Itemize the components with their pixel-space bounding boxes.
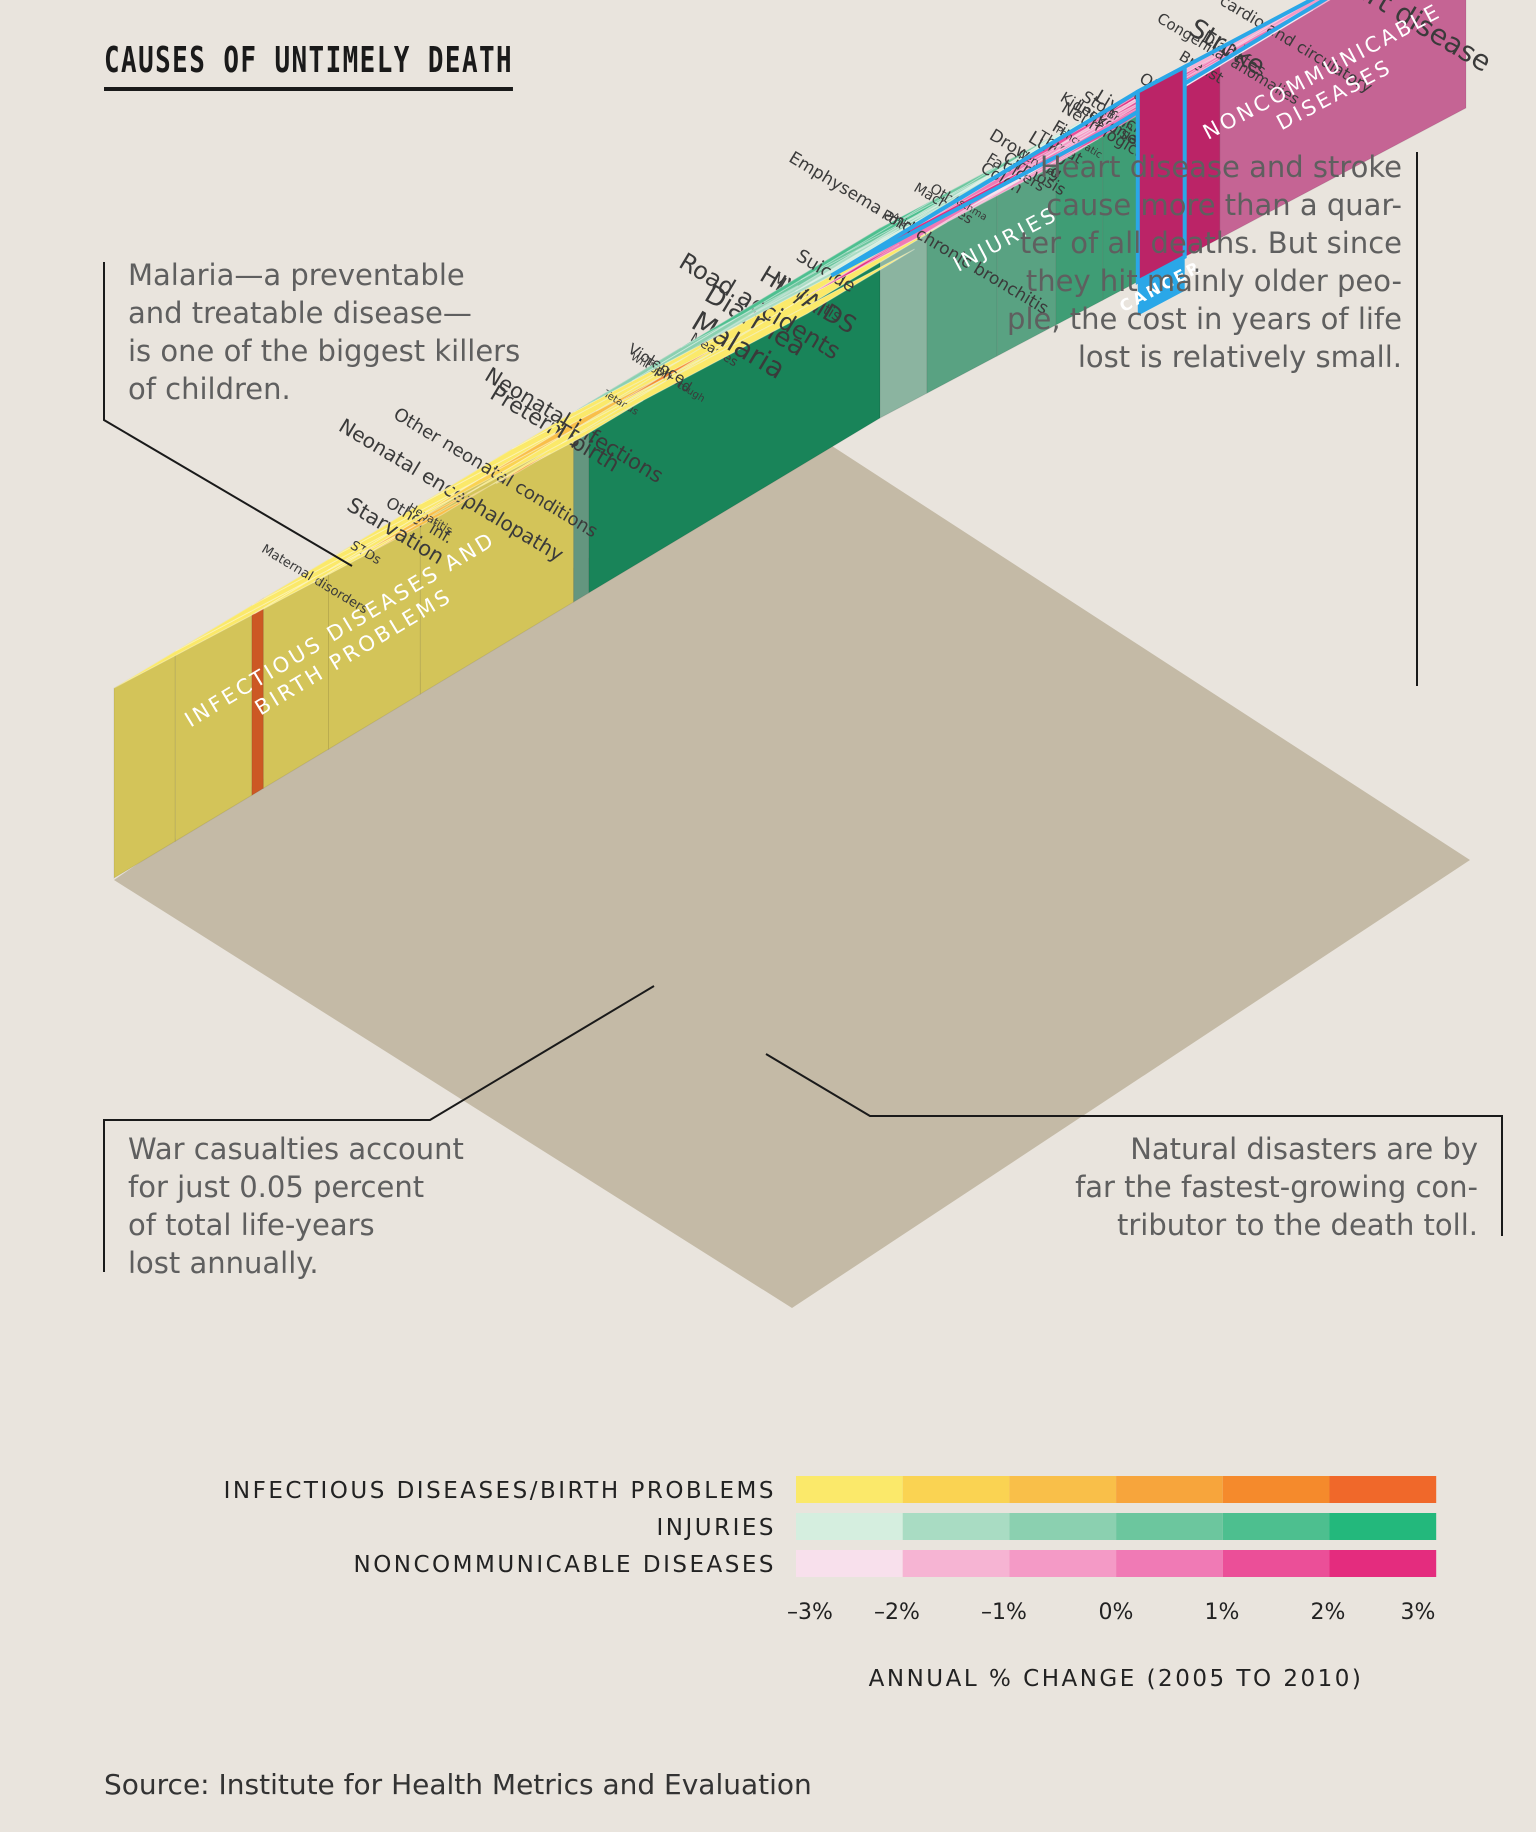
heart-annotation-line: ter of all deaths. But since xyxy=(1019,226,1402,260)
treemap-cell xyxy=(631,285,799,382)
treemap-cell xyxy=(495,452,551,485)
natural-annotation: Natural disasters are by far the fastest… xyxy=(1075,1130,1478,1244)
legend-label-noncommunicable: NONCOMMUNICABLE DISEASES xyxy=(353,1552,776,1578)
heart-annotation: Heart disease and stroke cause more than… xyxy=(1007,148,1402,376)
legend-swatch xyxy=(796,1513,903,1540)
malaria-annotation: Malaria—a preventable and treatable dise… xyxy=(128,256,520,408)
legend-label-infectious: INFECTIOUS DISEASES/BIRTH PROBLEMS xyxy=(223,1478,776,1504)
legend-tick: 2% xyxy=(1310,1600,1346,1625)
legend-tick: –2% xyxy=(874,1600,920,1625)
legend-swatch xyxy=(1116,1550,1223,1577)
cancer-tab xyxy=(1137,256,1185,316)
heart-annotation-line: they hit mainly older peo- xyxy=(1025,264,1402,298)
legend-swatch xyxy=(902,1550,1010,1577)
treemap-cell xyxy=(668,221,948,380)
war-annotation-line: lost annually. xyxy=(128,1246,319,1280)
legend-swatch xyxy=(1329,1550,1437,1577)
war-annotation-line: of total life-years xyxy=(128,1208,375,1242)
legend-swatch xyxy=(1329,1513,1437,1540)
legend-swatch xyxy=(1222,1550,1330,1577)
heart-annotation-line: lost is relatively small. xyxy=(1077,340,1402,374)
right-side-segment xyxy=(1219,0,1467,240)
malaria-annotation-line: of children. xyxy=(128,372,291,406)
legend-swatch xyxy=(1329,1476,1437,1503)
legend-tick: –3% xyxy=(787,1600,833,1625)
legend-tick: 0% xyxy=(1098,1600,1134,1625)
legend-swatch xyxy=(1116,1513,1223,1540)
malaria-annotation-line: is one of the biggest killers xyxy=(128,334,521,368)
front-side-segment xyxy=(113,650,176,879)
legend-swatch xyxy=(796,1550,903,1577)
treemap-cell xyxy=(817,243,900,291)
legend-swatch xyxy=(1009,1550,1117,1577)
heart-annotation-line: Heart disease and stroke xyxy=(1039,150,1402,184)
legend-axis-label: ANNUAL % CHANGE (2005 TO 2010) xyxy=(868,1666,1364,1692)
cancer-outline xyxy=(830,0,1328,278)
legend-swatch xyxy=(902,1513,1010,1540)
war-annotation-line: War casualties account xyxy=(128,1132,464,1166)
legend-swatch xyxy=(1009,1513,1117,1540)
legend-tick: 1% xyxy=(1204,1600,1240,1625)
legend-swatch xyxy=(1116,1476,1223,1503)
malaria-leader xyxy=(103,262,353,567)
war-leader xyxy=(103,985,655,1272)
legend-swatch xyxy=(1222,1513,1330,1540)
floor-shadow xyxy=(114,420,1470,1308)
legend-swatch xyxy=(902,1476,1010,1503)
chart-title: CAUSES OF UNTIMELY DEATH xyxy=(104,40,514,91)
malaria-annotation-line: Malaria—a preventable xyxy=(128,258,465,292)
treemap-cell xyxy=(560,248,915,445)
legend-swatch xyxy=(1222,1476,1330,1503)
natural-annotation-line: Natural disasters are by xyxy=(1130,1132,1478,1166)
malaria-annotation-line: and treatable disease— xyxy=(128,296,472,330)
heart-annotation-line: cause more than a quar- xyxy=(1046,188,1402,222)
war-annotation: War casualties account for just 0.05 per… xyxy=(128,1130,464,1282)
legend-label-injuries: INJURIES xyxy=(656,1515,776,1541)
legend-swatch xyxy=(796,1476,903,1503)
source-note: Source: Institute for Health Metrics and… xyxy=(104,1768,812,1801)
heart-annotation-line: ple, the cost in years of life xyxy=(1007,302,1402,336)
natural-annotation-line: tributor to the death toll. xyxy=(1117,1208,1478,1242)
legend-tick: 3% xyxy=(1400,1600,1436,1625)
treemap-cell xyxy=(487,399,644,488)
natural-annotation-line: far the fastest-growing con- xyxy=(1075,1170,1478,1204)
legend-swatch xyxy=(1009,1476,1117,1503)
treemap-cell xyxy=(327,492,463,572)
natural-leader xyxy=(765,1053,1503,1236)
legend-tick: –1% xyxy=(981,1600,1027,1625)
war-annotation-line: for just 0.05 percent xyxy=(128,1170,425,1204)
